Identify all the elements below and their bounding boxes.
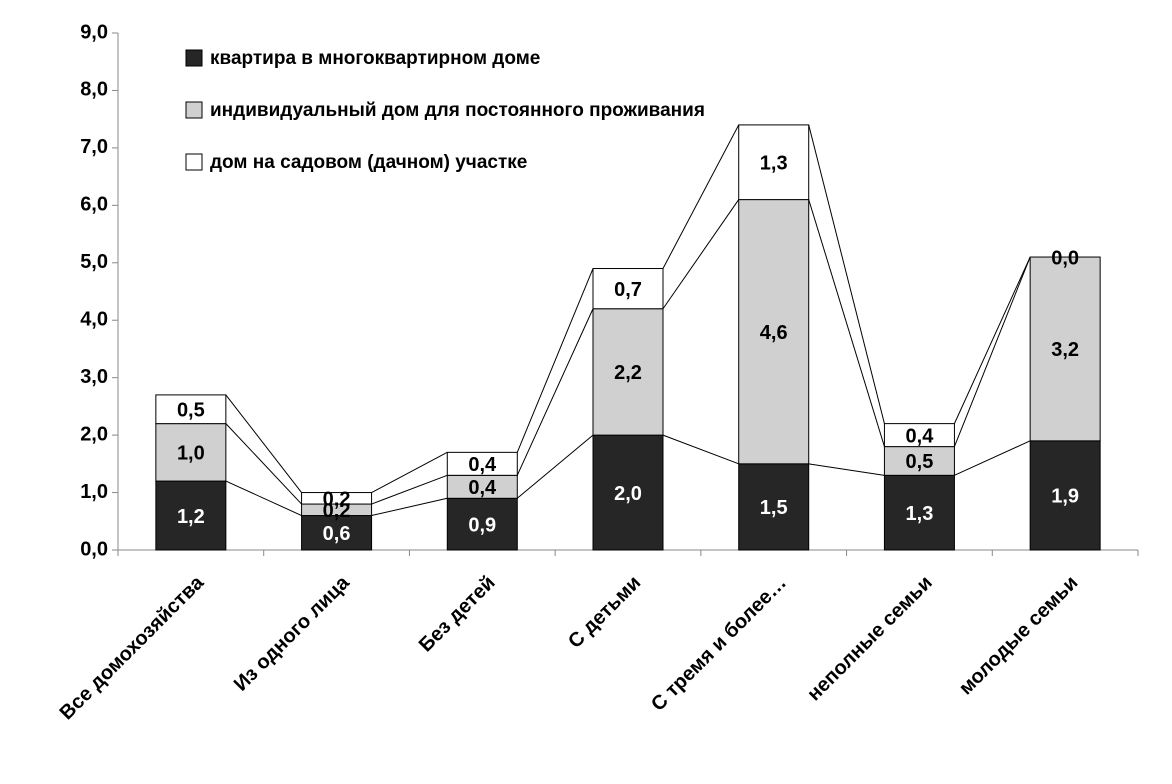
y-tick-label: 5,0 [80,251,108,273]
value-label: 0,0 [1051,247,1079,269]
value-label: 1,3 [760,153,788,175]
y-tick-label: 9,0 [80,21,108,43]
x-tick-label: С тремя и более… [647,572,791,716]
value-label: 1,0 [177,443,205,465]
series-line [953,256,1031,447]
value-label: 2,0 [614,483,642,505]
legend-label: квартира в многоквартирном доме [210,48,540,69]
value-label: 0,9 [468,514,496,536]
bar-segment [446,451,518,476]
series-line [371,497,448,517]
bar-segment [446,497,518,551]
value-label: 0,5 [177,400,205,422]
series-line [953,256,1031,424]
bar-segment [592,308,664,436]
bar-segment [883,474,955,551]
y-tick-label: 1,0 [80,481,108,503]
y-tick-label: 7,0 [80,136,108,158]
bar-segment [592,268,664,310]
value-label: 0,5 [906,451,934,473]
bar-segment [301,515,373,551]
series-line [808,199,885,447]
x-tick-label: неполные семьи [803,572,937,706]
series-line [808,124,885,424]
y-tick-label: 3,0 [80,366,108,388]
x-tick-label: молодые семьи [955,572,1083,700]
legend-swatch [185,153,203,171]
series-line [371,451,448,493]
bar-segment [155,394,227,425]
y-tick-label: 0,0 [80,538,108,560]
value-label: 0,2 [323,489,351,511]
value-label: 0,7 [614,279,642,301]
bar-segment [592,434,664,551]
value-label: 4,6 [760,322,788,344]
series-line [225,394,302,493]
series-line [662,199,740,310]
legend-swatch [185,49,203,67]
series-line [225,423,302,505]
x-tick-label: С детьми [564,572,645,653]
value-label: 1,2 [177,506,205,528]
value-label: 1,9 [1051,486,1079,508]
x-tick-label: Из одного лица [230,571,355,696]
bar-segment [301,492,373,505]
value-label: 1,5 [760,497,788,519]
legend-label: дом на садовом (дачном) участке [210,152,527,173]
value-label: 3,2 [1051,339,1079,361]
x-tick-label: Без детей [415,572,500,657]
series-line [516,268,594,453]
value-label: 2,2 [614,362,642,384]
y-tick-label: 4,0 [80,309,108,331]
series-line [808,463,885,476]
value-label: 0,4 [468,477,497,499]
bar-segment [1029,256,1101,442]
bar-segment [738,124,810,201]
bar-segment [738,463,810,551]
series-line [516,308,594,476]
y-tick-label: 8,0 [80,79,108,101]
series-line [371,474,448,505]
series-line [662,124,740,269]
value-label: 0,6 [323,523,351,545]
bar-segment [738,199,810,465]
value-label: 0,4 [468,454,497,476]
value-label: 1,3 [906,503,934,525]
value-label: 0,4 [906,425,935,447]
value-label: 0,2 [323,500,351,522]
legend-swatch [185,101,203,119]
series-line [954,440,1031,476]
bar-segment [155,480,227,551]
bar-segment [883,446,955,476]
series-line [225,480,302,516]
x-tick-label: Все домохозяйства [56,571,209,724]
y-tick-label: 6,0 [80,194,108,216]
bar-segment [1029,440,1101,551]
y-tick-label: 2,0 [80,423,108,445]
series-line [662,434,739,465]
series-line [516,434,594,499]
legend-label: индивидуальный дом для постоянного прожи… [210,100,705,121]
bar-segment [155,423,227,482]
bar-segment [883,423,955,448]
